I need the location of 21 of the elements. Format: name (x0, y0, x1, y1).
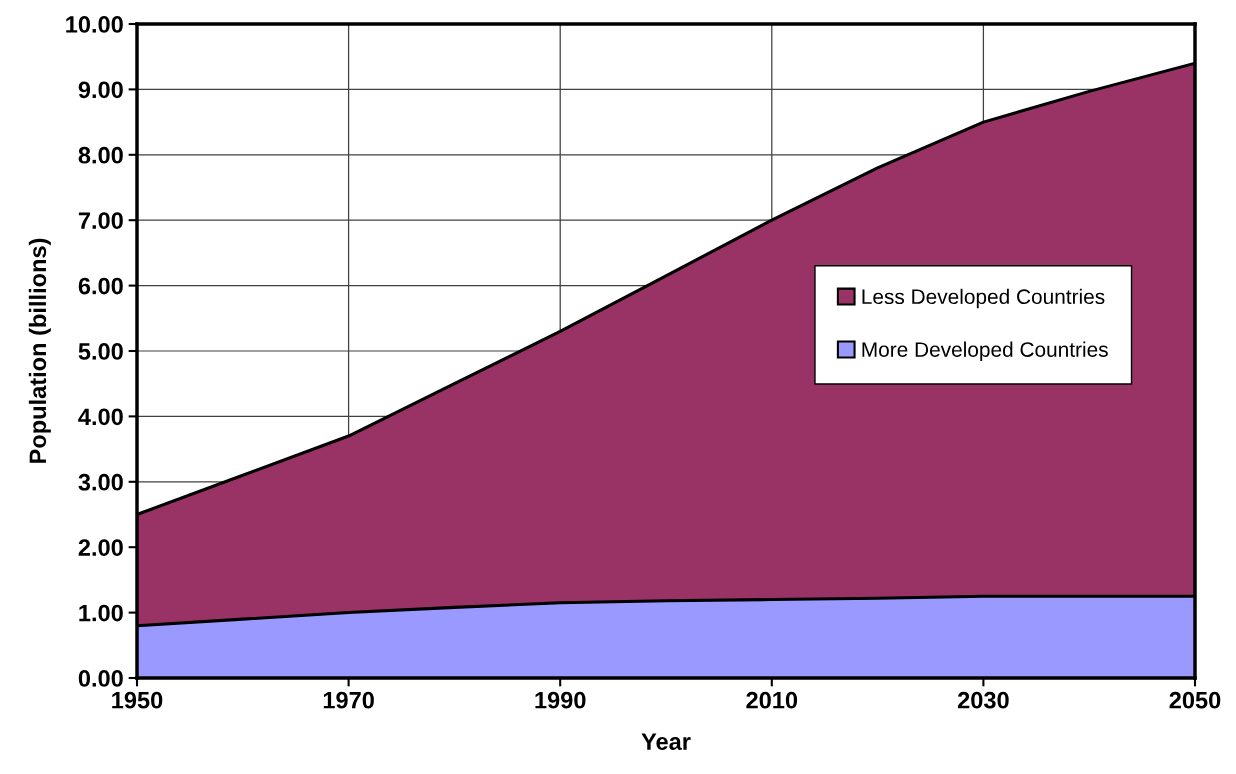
y-tick-label: 1.00 (79, 604, 123, 622)
y-tick-label: 4.00 (78, 408, 123, 426)
y-tick-label: 10.00 (66, 16, 123, 33)
y-tick-label: 3.00 (78, 473, 123, 491)
y-axis-title: Population (billions) (28, 238, 51, 463)
y-tick-label: 6.00 (78, 277, 123, 295)
y-tick-label: 0.00 (78, 670, 123, 687)
y-tick-label: 2.00 (78, 539, 123, 556)
x-tick-label: 1950 (112, 691, 163, 709)
y-tick-label: 5.00 (78, 343, 123, 360)
x-axis-title: Year (641, 733, 691, 750)
x-tick-label: 1970 (323, 691, 374, 709)
x-tick-label: 1990 (535, 691, 586, 709)
y-tick-label: 8.00 (78, 146, 123, 164)
legend-label: Less Developed Countries (862, 288, 1105, 309)
y-tick-label: 7.00 (78, 212, 123, 229)
y-tick-label: 9.00 (78, 81, 123, 99)
legend-label: More Developed Countries (862, 341, 1108, 362)
x-tick-label: 2050 (1169, 691, 1221, 709)
x-tick-label: 2030 (957, 691, 1009, 709)
x-tick-label: 2010 (746, 691, 798, 709)
